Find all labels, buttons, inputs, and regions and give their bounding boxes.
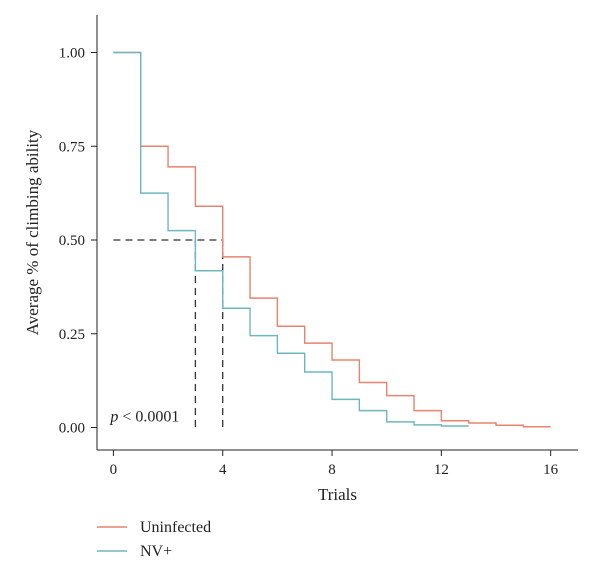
- y-axis-title: Average % of climbing ability: [23, 129, 42, 335]
- y-tick-label: 0.50: [59, 233, 85, 249]
- y-ticks: 0.00 0.25 0.50 0.75 1.00: [59, 46, 97, 437]
- y-tick-label: 1.00: [59, 46, 85, 62]
- series-layer: [113, 51, 551, 428]
- x-tick-label: 8: [328, 462, 336, 478]
- series-line-nv: [113, 51, 469, 427]
- y-tick-label: 0.00: [59, 421, 85, 437]
- axes: [96, 15, 578, 451]
- legend: Uninfected NV+: [97, 519, 211, 560]
- x-tick-label: 4: [219, 462, 227, 478]
- legend-label: Uninfected: [140, 519, 211, 536]
- x-tick-label: 0: [110, 462, 118, 478]
- x-tick-label: 12: [434, 462, 449, 478]
- p-value-annotation: p < 0.0001: [109, 409, 179, 426]
- series-line-uninfected: [113, 51, 551, 428]
- p-value-text: < 0.0001: [118, 409, 179, 426]
- reference-lines: [113, 239, 224, 428]
- x-axis-title: Trials: [318, 485, 357, 504]
- legend-label: NV+: [140, 543, 172, 560]
- p-value-symbol: p: [109, 409, 118, 426]
- x-tick-label: 16: [543, 462, 559, 478]
- y-tick-label: 0.75: [59, 139, 85, 155]
- x-ticks: 0 4 8 12 16: [110, 450, 559, 478]
- y-tick-label: 0.25: [59, 327, 85, 343]
